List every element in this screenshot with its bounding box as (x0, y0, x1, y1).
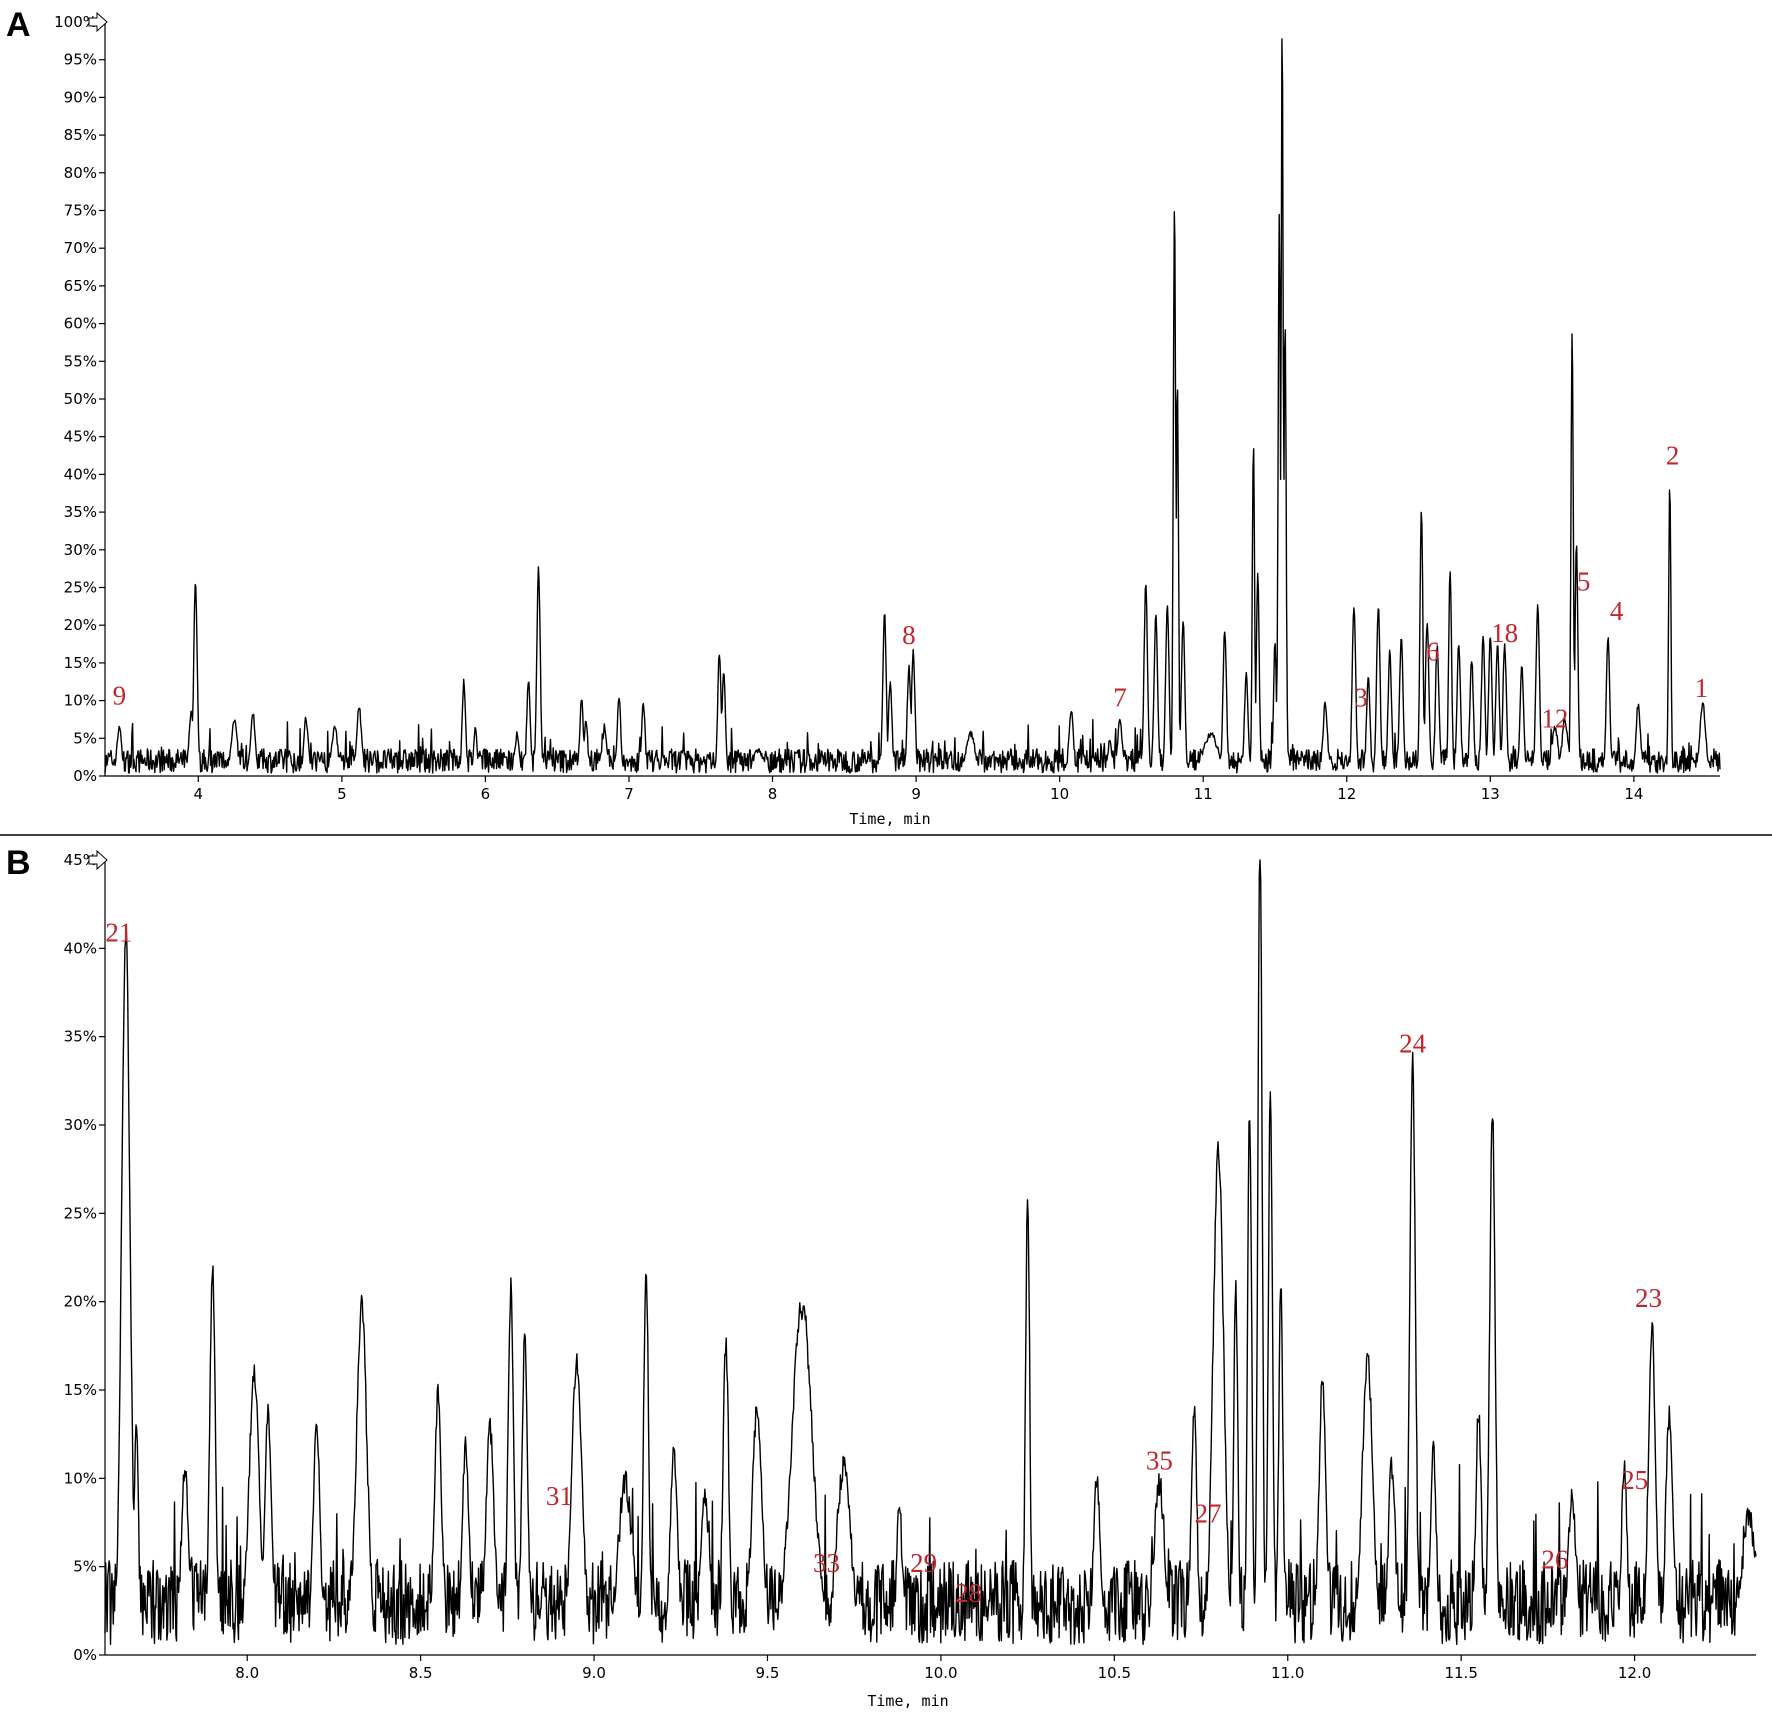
y-tick-label: 10% (64, 1469, 97, 1487)
y-tick-label: 100% (54, 13, 97, 31)
peak-label: 1 (1695, 673, 1709, 703)
panel-a-trace (104, 38, 1721, 774)
x-tick-label: 7 (624, 785, 634, 803)
chromatogram-trace (104, 859, 1757, 1646)
y-tick-label: 75% (64, 202, 97, 220)
y-tick-label: 20% (64, 1293, 97, 1311)
peak-label: 6 (1426, 637, 1440, 667)
y-tick-label: 35% (64, 1028, 97, 1046)
peak-label: 3 (1354, 683, 1368, 713)
peak-label: 33 (813, 1548, 840, 1578)
peak-label: 21 (105, 917, 132, 947)
x-tick-label: 10.5 (1098, 1664, 1131, 1682)
y-tick-label: 15% (64, 654, 97, 672)
y-tick-label: 0% (73, 1646, 97, 1664)
y-tick-label: 90% (64, 88, 97, 106)
x-tick-label: 9 (911, 785, 921, 803)
x-tick-label: 10 (1050, 785, 1069, 803)
panel-b-trace (104, 859, 1757, 1646)
panel-b-axes: 0%5%10%15%20%25%30%35%40%45%8.0 8.5 9.0 9.5… (64, 849, 1756, 1682)
y-tick-label: 40% (64, 465, 97, 483)
peak-label: 2 (1666, 441, 1680, 471)
x-tick-label: 6 (481, 785, 491, 803)
y-tick-label: 30% (64, 1116, 97, 1134)
peak-label: 31 (546, 1481, 573, 1511)
y-tick-label: 65% (64, 277, 97, 295)
panel-a-axes: 0% 5% 10% 15% 20% 25% 30% 35% 40% 45% 50% 55% 60% 65%… (54, 11, 1720, 803)
x-tick-label: 13 (1481, 785, 1500, 803)
x-tick-label: 10.0 (924, 1664, 957, 1682)
panel-b-peak-labels: 21 31 33 29 28 35 27 24 26 25 23 (105, 917, 1662, 1608)
x-tick-label: 12.0 (1618, 1664, 1651, 1682)
x-tick-label: 8.5 (409, 1664, 433, 1682)
peak-label: 28 (955, 1578, 982, 1608)
x-tick-label: 9.5 (756, 1664, 780, 1682)
y-tick-label: 5% (73, 729, 97, 747)
y-tick-label: 60% (64, 315, 97, 333)
y-tick-label: 30% (64, 541, 97, 559)
peak-label: 8 (902, 620, 916, 650)
x-tick-label: 8.0 (235, 1664, 259, 1682)
panel-a-peak-labels: 9 8 7 3 6 18 12 54 2 1 (113, 441, 1708, 734)
peak-label: 9 (113, 680, 127, 710)
y-tick-label: 20% (64, 616, 97, 634)
y-tick-label: 10% (64, 692, 97, 710)
y-tick-label: 40% (64, 939, 97, 957)
y-tick-label: 15% (64, 1381, 97, 1399)
axis-arrow-icon (88, 11, 108, 33)
peak-label: 25 (1621, 1465, 1648, 1495)
y-tick-label: 80% (64, 164, 97, 182)
panel-letter-b: B (6, 844, 31, 882)
panel-a-x-axis-title: Time, min (849, 810, 930, 828)
y-tick-label: 5% (73, 1558, 97, 1576)
y-tick-label: 25% (64, 579, 97, 597)
y-tick-label: 25% (64, 1204, 97, 1222)
peak-label: 23 (1635, 1283, 1662, 1313)
y-tick-label: 0% (73, 767, 97, 785)
panel-b: B 0%5%10%15%20%25%30%35%40%45%8.0 8.5 9.0 9… (6, 844, 1757, 1710)
x-tick-label: 11.5 (1444, 1664, 1477, 1682)
y-tick-label: 50% (64, 390, 97, 408)
peak-label: 5 (1577, 567, 1591, 597)
panel-letter-a: A (6, 6, 31, 44)
peak-label: 35 (1146, 1446, 1173, 1476)
y-tick-label: 95% (64, 51, 97, 69)
axis-arrow-icon (88, 849, 108, 871)
x-tick-label: 4 (194, 785, 204, 803)
panel-b-x-axis-title: Time, min (867, 1692, 948, 1710)
x-tick-label: 14 (1624, 785, 1643, 803)
panel-a: A 0% 5% 10% 15% 20% 25% 30% 35% 40% 45% 50% 55% 60% 6… (6, 6, 1721, 828)
y-tick-label: 85% (64, 126, 97, 144)
peak-label: 18 (1491, 618, 1518, 648)
y-tick-label: 55% (64, 352, 97, 370)
y-tick-label: 35% (64, 503, 97, 521)
peak-label: 4 (1610, 596, 1624, 626)
x-tick-label: 8 (768, 785, 778, 803)
y-tick-label: 70% (64, 239, 97, 257)
x-tick-label: 11 (1194, 785, 1213, 803)
peak-label: 26 (1541, 1544, 1568, 1574)
peak-label: 29 (910, 1548, 937, 1578)
peak-label: 12 (1541, 704, 1568, 734)
x-tick-label: 5 (337, 785, 347, 803)
peak-label: 24 (1399, 1029, 1427, 1059)
x-tick-label: 9.0 (582, 1664, 606, 1682)
x-tick-label: 11.0 (1271, 1664, 1304, 1682)
y-tick-label: 45% (64, 428, 97, 446)
peak-label: 7 (1113, 683, 1127, 713)
x-tick-label: 12 (1337, 785, 1356, 803)
peak-label: 27 (1194, 1499, 1221, 1529)
chromatogram-trace (104, 38, 1721, 774)
